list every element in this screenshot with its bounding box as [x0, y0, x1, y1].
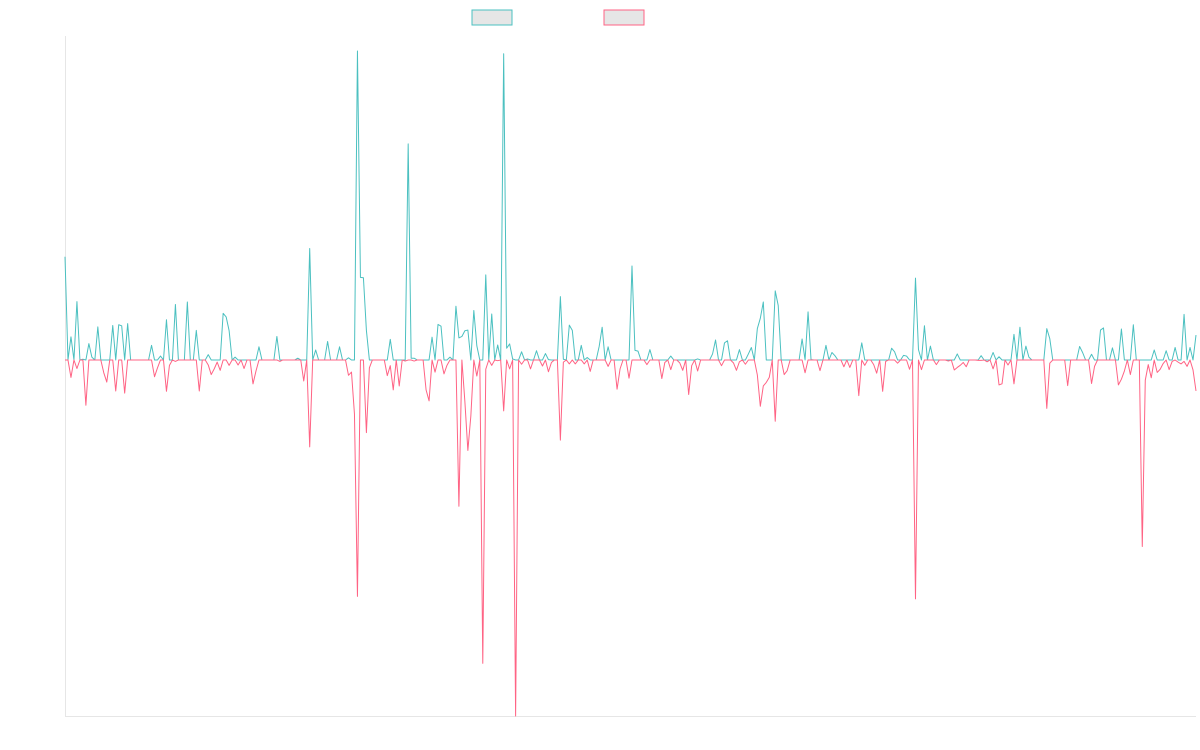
legend-swatch-series-2[interactable]: [603, 9, 645, 26]
legend: [471, 9, 645, 26]
series-line-2: [65, 359, 1197, 717]
axes: [65, 36, 1196, 717]
legend-swatch-series-1[interactable]: [471, 9, 513, 26]
series-layer: [64, 50, 1197, 717]
series-line-1: [64, 50, 1197, 361]
